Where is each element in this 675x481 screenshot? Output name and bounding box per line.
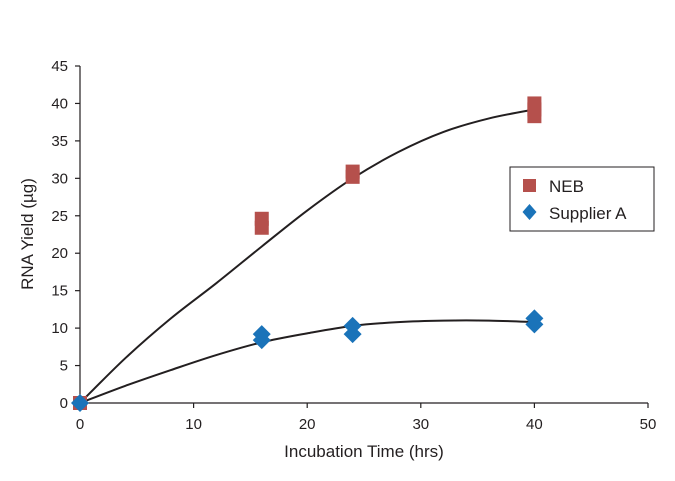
x-tick-label: 0 [76, 416, 84, 433]
legend-label-neb: NEB [549, 177, 584, 196]
y-tick-label: 20 [51, 245, 68, 262]
y-tick-label: 30 [51, 170, 68, 187]
trend-line-supplier-a [79, 319, 535, 404]
y-tick-label: 35 [51, 133, 68, 150]
trend-line-neb [79, 108, 535, 404]
point-supplier-a [252, 331, 271, 350]
y-tick-label: 40 [51, 95, 68, 112]
point-neb [254, 220, 269, 235]
x-tick-label: 50 [640, 416, 657, 433]
axes: 0 5 10 15 20 25 30 35 40 45 0 10 20 30 40 50 [51, 58, 656, 433]
trend-lines [79, 108, 535, 404]
x-tick-label: 40 [526, 416, 543, 433]
legend: NEB Supplier A [509, 166, 655, 232]
x-tick-label: 10 [185, 416, 202, 433]
y-tick-label: 25 [51, 208, 68, 225]
x-tick-label: 30 [412, 416, 429, 433]
legend-box [509, 166, 655, 232]
x-axis-title: Incubation Time (hrs) [284, 442, 444, 461]
point-neb [527, 109, 542, 124]
y-tick-label: 45 [51, 58, 68, 75]
point-supplier-a [525, 315, 544, 334]
data-points [71, 96, 544, 412]
point-neb [345, 169, 360, 184]
y-axis-title: RNA Yield (µg) [18, 178, 37, 290]
y-tick-label: 0 [60, 395, 68, 412]
x-tick-label: 20 [299, 416, 316, 433]
y-tick-label: 15 [51, 283, 68, 300]
legend-marker-supplier-a [522, 204, 537, 220]
point-supplier-a [343, 325, 362, 344]
y-tick-label: 5 [60, 358, 68, 375]
legend-label-supplier-a: Supplier A [549, 204, 627, 223]
y-tick-label: 10 [51, 320, 68, 337]
legend-marker-neb [523, 179, 536, 192]
point-supplier-a [71, 394, 89, 412]
